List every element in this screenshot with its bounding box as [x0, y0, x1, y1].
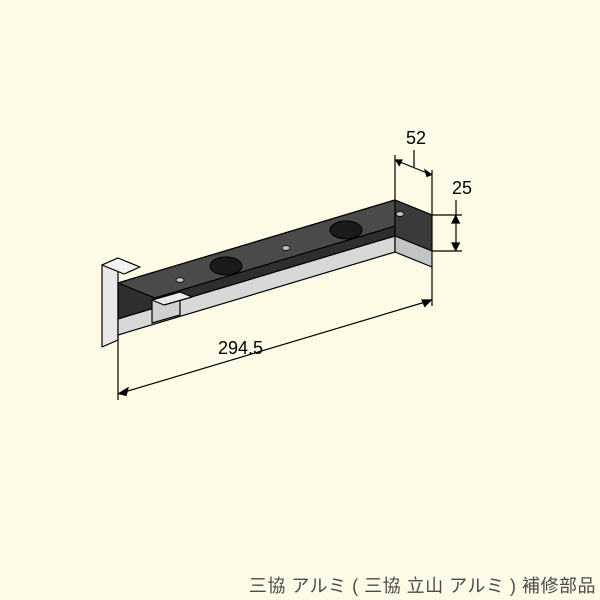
product-diagram — [0, 0, 600, 600]
cylinder-hole-1 — [210, 257, 242, 275]
dim-length-label: 294.5 — [218, 338, 263, 359]
cylinder-hole-2 — [330, 221, 362, 239]
dim-height-label: 25 — [452, 178, 472, 199]
canvas-root: clair クレール — [0, 0, 600, 600]
faceplate-side — [102, 258, 118, 347]
dim-width-label: 52 — [406, 128, 426, 149]
screw-1 — [176, 278, 184, 283]
screw-3 — [396, 212, 404, 217]
manufacturer-caption: 三協 アルミ ( 三協 立山 アルミ ) 補修部品 — [249, 572, 596, 598]
diagram-bg — [0, 0, 600, 600]
screw-2 — [282, 246, 290, 251]
